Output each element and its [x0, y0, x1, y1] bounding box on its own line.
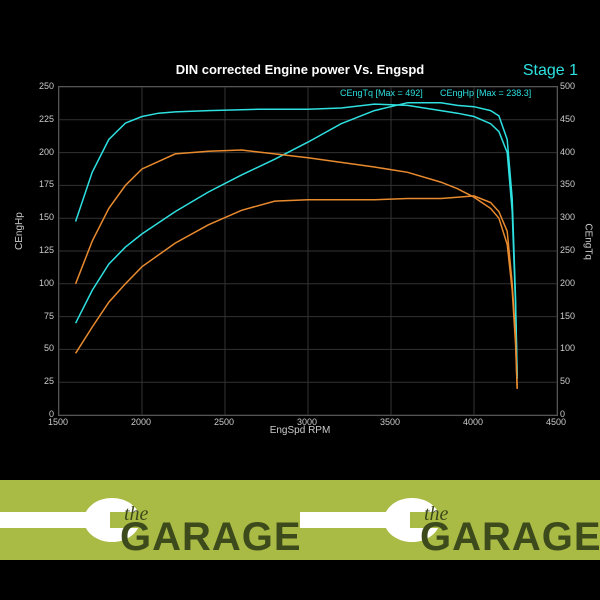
logo-text: the GARAGE: [420, 505, 600, 555]
stage-label: Stage 1: [523, 62, 578, 80]
logo-garage: GARAGE: [120, 515, 300, 559]
plot-area: [58, 86, 558, 416]
y-axis-left-label: CEngHp: [14, 212, 25, 250]
chart-title: DIN corrected Engine power Vs. Engspd: [0, 62, 600, 77]
chart-svg: [59, 87, 557, 415]
logo-band: the GARAGE the GARAGE: [0, 480, 600, 560]
x-axis-label: EngSpd RPM: [0, 425, 600, 436]
annotation-hp-max: CEngHp [Max = 238.3]: [440, 88, 531, 98]
logo-garage: GARAGE: [420, 515, 600, 559]
logo-text: the GARAGE: [120, 505, 300, 555]
annotation-torque-max: CEngTq [Max = 492]: [340, 88, 423, 98]
wrench-icon: [300, 498, 440, 542]
logo-cell-1: the GARAGE: [0, 480, 300, 560]
dyno-chart-container: DIN corrected Engine power Vs. Engspd St…: [0, 0, 600, 480]
wrench-icon: [0, 498, 140, 542]
logo-cell-2: the GARAGE: [300, 480, 600, 560]
y-axis-right-label: CEngTq: [583, 223, 594, 260]
